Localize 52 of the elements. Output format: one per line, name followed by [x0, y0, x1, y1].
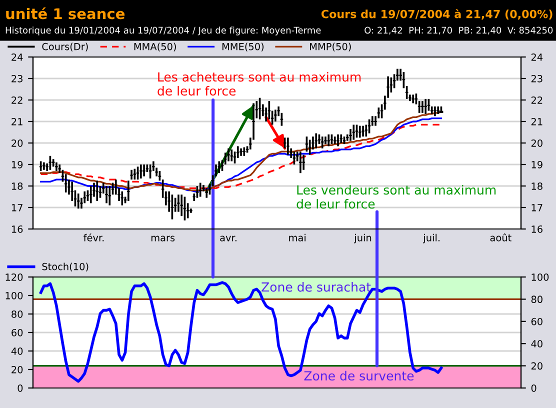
- x-tick-label: juin: [354, 234, 372, 244]
- y-tick-label: 0: [18, 384, 23, 392]
- legend-label: Cours(Dr): [42, 42, 88, 52]
- y2-tick-label: 17: [532, 204, 542, 212]
- y-tick-label: 100: [6, 292, 23, 300]
- y-tick-label: 20: [12, 366, 23, 374]
- chart-title: unité 1 seance: [6, 7, 125, 20]
- y2-tick-label: 23: [531, 74, 542, 82]
- y-tick-label: 21: [12, 118, 22, 126]
- y2-tick-label: 20: [531, 139, 542, 147]
- y-tick-label: 40: [11, 347, 23, 355]
- y2-tick-label: 22: [531, 96, 542, 104]
- legend-label: MMP(50): [310, 42, 351, 52]
- y2-tick-label: 100: [532, 273, 549, 281]
- y-tick-label: 22: [12, 96, 22, 104]
- y-tick-label: 80: [12, 310, 23, 318]
- annotation: Les vendeurs sont au maximum de leur force: [296, 184, 496, 209]
- y2-tick-label: 0: [531, 384, 536, 392]
- legend-label: Stoch(10): [42, 262, 88, 272]
- y2-tick-label: 21: [531, 118, 542, 126]
- y-tick-label: 120: [6, 273, 23, 281]
- x-tick-label: juil.: [422, 234, 440, 244]
- chart-subtitle: Historique du 19/01/2004 au 19/07/2004 / Jeu de figure: Moyen-Terme: [6, 26, 321, 36]
- y2-tick-label: 60: [531, 318, 542, 326]
- y-tick-label: 18: [12, 182, 23, 190]
- y2-tick-label: 24: [531, 53, 543, 61]
- y-tick-label: 23: [12, 74, 22, 82]
- text: O: 21,42 PH: 21,70 PB: 21,40 V: 854250: [364, 26, 553, 35]
- x-tick-label: févr.: [84, 233, 104, 242]
- y2-tick-label: 16: [532, 225, 542, 233]
- band-label: Zone de surachat: [262, 282, 371, 292]
- y2-tick-label: 40: [531, 340, 542, 348]
- annotation: Les acheteurs sont au maximum de leur force: [158, 72, 361, 96]
- y-tick-label: 19: [12, 160, 23, 168]
- x-tick-label: mai: [289, 234, 306, 242]
- y-tick-label: 60: [12, 328, 23, 336]
- y-tick-label: 16: [12, 225, 23, 233]
- x-tick-label: avr.: [220, 236, 236, 242]
- legend-label: MMA(50): [134, 42, 176, 52]
- text: Cours du 19/07/2004 à 21,47 (0,00%): [321, 9, 552, 20]
- x-tick-label: août: [490, 233, 512, 242]
- y-tick-label: 17: [12, 204, 22, 212]
- y2-tick-label: 19: [532, 160, 542, 168]
- x-tick-label: mars: [151, 236, 175, 242]
- line-series: [39, 281, 443, 383]
- y-tick-label: 20: [12, 139, 23, 147]
- band-label: Zone de survente: [304, 370, 414, 381]
- y2-tick-label: 20: [531, 362, 542, 370]
- legend-label: MME(50): [222, 42, 264, 52]
- y-tick-label: 24: [12, 53, 23, 61]
- y2-tick-label: 80: [531, 296, 542, 304]
- y2-tick-label: 18: [532, 182, 542, 190]
